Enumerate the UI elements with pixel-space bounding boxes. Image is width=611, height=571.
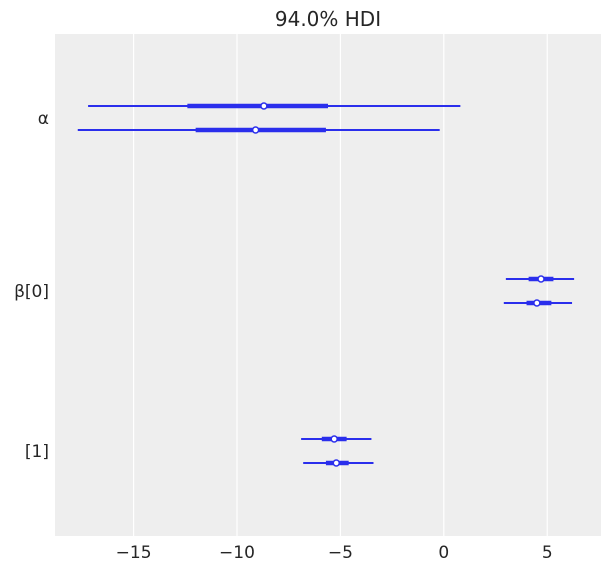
x-tick-label: −10 — [219, 543, 255, 563]
x-axis: −15 −10 −5 0 5 — [116, 543, 553, 563]
grid-lines — [132, 34, 548, 536]
chain-intervals — [77, 102, 575, 467]
chart-title: 94.0% HDI — [275, 7, 381, 31]
y-tick-label: α — [38, 109, 49, 129]
x-tick-label: −15 — [116, 543, 152, 563]
median-point — [251, 126, 260, 134]
x-tick-label: 0 — [438, 543, 449, 563]
x-tick-label: −5 — [328, 543, 353, 563]
median-point — [332, 459, 341, 467]
median-point — [533, 299, 541, 307]
median-point — [537, 275, 545, 283]
x-tick-label: 5 — [542, 543, 553, 563]
median-point — [330, 435, 338, 443]
y-axis: α β[0] [1] — [14, 109, 49, 462]
median-point — [260, 102, 268, 110]
plot-background — [55, 34, 601, 536]
y-tick-label: β[0] — [14, 282, 49, 302]
y-tick-label: [1] — [25, 442, 49, 462]
